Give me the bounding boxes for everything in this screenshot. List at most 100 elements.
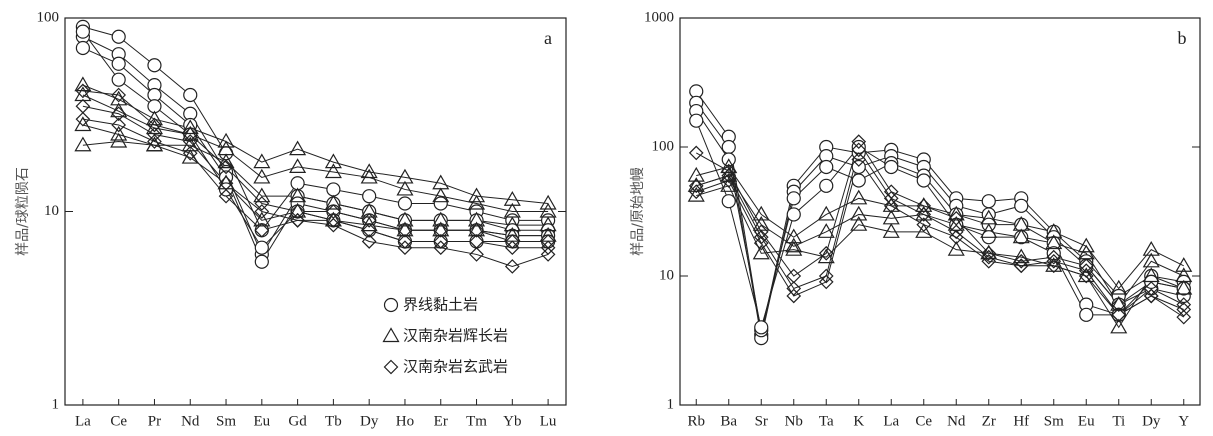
marker-triangle	[217, 153, 235, 169]
marker-diamond	[721, 168, 737, 183]
marker-diamond	[1046, 249, 1062, 265]
y-axis-label: 样品/球粒陨石	[15, 167, 31, 256]
x-tick-label: Eu	[1078, 413, 1095, 429]
x-tick-label: Ho	[396, 413, 414, 429]
marker-diamond	[433, 222, 449, 238]
marker-triangle	[817, 205, 835, 221]
sample-line	[695, 110, 1184, 331]
marker-diamond	[688, 184, 704, 200]
marker-triangle	[687, 166, 705, 182]
y-tick-label: 1	[667, 396, 675, 412]
marker-triangle	[1045, 223, 1063, 238]
marker-circle	[689, 113, 704, 128]
marker-circle	[721, 139, 736, 155]
legend-marker	[383, 297, 399, 313]
marker-triangle	[253, 168, 271, 184]
marker-circle	[754, 320, 769, 335]
marker-diamond	[916, 198, 932, 214]
sample-line	[695, 120, 1184, 330]
x-tick-label: Zr	[982, 413, 996, 429]
marker-triangle	[396, 180, 414, 196]
marker-diamond	[851, 152, 867, 167]
marker-diamond	[721, 173, 737, 188]
marker-triangle	[324, 153, 342, 169]
marker-circle	[75, 40, 90, 56]
marker-triangle	[1175, 279, 1193, 295]
marker-triangle	[980, 223, 998, 238]
marker-triangle	[396, 211, 414, 227]
marker-triangle	[1142, 252, 1160, 268]
x-tick-label: Ba	[720, 413, 737, 429]
marker-triangle	[432, 211, 450, 227]
marker-triangle	[181, 119, 199, 135]
marker-diamond	[254, 196, 270, 211]
sample-line	[696, 158, 1185, 318]
marker-diamond	[786, 281, 802, 296]
marker-diamond	[1111, 307, 1127, 323]
marker-triangle	[539, 194, 557, 210]
marker-diamond	[397, 234, 413, 249]
marker-diamond	[883, 190, 899, 206]
marker-diamond	[504, 234, 520, 249]
marker-triangle	[360, 163, 378, 179]
marker-triangle	[539, 216, 557, 232]
marker-diamond	[883, 198, 899, 214]
marker-diamond	[981, 249, 997, 265]
x-tick-label: Yb	[503, 413, 521, 429]
marker-circle	[183, 87, 198, 103]
marker-triangle	[915, 197, 933, 212]
marker-triangle	[817, 223, 835, 238]
marker-diamond	[753, 224, 769, 240]
marker-triangle	[503, 216, 521, 232]
marker-triangle	[947, 205, 965, 221]
marker-diamond	[786, 288, 802, 304]
marker-triangle	[1077, 237, 1095, 253]
marker-triangle	[1077, 267, 1095, 283]
marker-triangle	[181, 125, 199, 141]
marker-triangle	[850, 189, 868, 205]
x-tick-label: Pr	[148, 413, 161, 429]
marker-triangle	[289, 140, 307, 156]
marker-triangle	[217, 132, 235, 148]
x-tick-label: La	[75, 413, 91, 429]
marker-triangle	[110, 125, 128, 141]
marker-diamond	[147, 117, 162, 133]
marker-triangle	[687, 177, 705, 192]
marker-circle	[851, 159, 866, 175]
legend-label: 界线黏土岩	[403, 296, 478, 314]
marker-triangle	[289, 158, 307, 174]
x-tick-label: Lu	[540, 413, 557, 429]
marker-triangle	[720, 158, 738, 174]
marker-triangle	[360, 216, 378, 232]
marker-diamond	[290, 213, 305, 228]
sample-line	[696, 140, 1184, 306]
marker-diamond	[540, 240, 556, 256]
marker-circle	[916, 173, 931, 188]
x-tick-label: Sr	[755, 413, 768, 429]
marker-diamond	[469, 222, 484, 238]
marker-triangle	[289, 202, 307, 218]
marker-diamond	[753, 229, 769, 245]
marker-triangle	[74, 136, 92, 152]
marker-diamond	[721, 163, 737, 179]
marker-diamond	[504, 240, 520, 256]
marker-diamond	[504, 259, 520, 274]
marker-diamond	[1143, 281, 1159, 296]
x-tick-label: Eu	[253, 413, 270, 429]
x-tick-label: Nd	[947, 413, 966, 429]
marker-diamond	[218, 159, 234, 175]
marker-circle	[851, 173, 866, 188]
marker-diamond	[948, 224, 964, 240]
marker-diamond	[1046, 258, 1062, 274]
marker-circle	[786, 207, 801, 222]
x-tick-label: Tm	[466, 413, 487, 429]
x-tick-label: Ta	[819, 413, 834, 429]
marker-diamond	[1111, 297, 1127, 312]
marker-triangle	[217, 174, 235, 190]
marker-diamond	[433, 234, 449, 249]
marker-triangle	[947, 240, 965, 256]
marker-diamond	[948, 229, 964, 245]
marker-circle	[1079, 307, 1094, 322]
x-tick-label: La	[883, 413, 899, 429]
